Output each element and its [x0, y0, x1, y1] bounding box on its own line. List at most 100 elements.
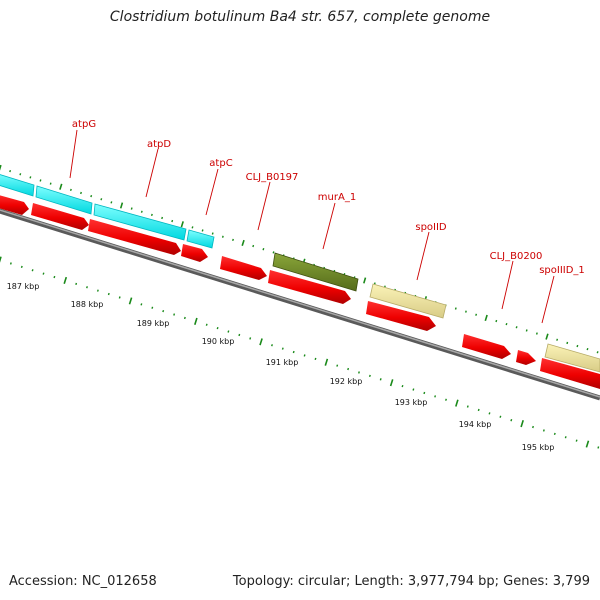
gene-label-atpC[interactable]: atpC — [209, 158, 232, 169]
cds-arrow[interactable] — [31, 203, 89, 230]
spoIID-feature[interactable] — [369, 283, 447, 319]
minor-tick — [505, 322, 508, 326]
minor-tick — [575, 439, 578, 442]
minor-tick — [454, 307, 457, 310]
minor-tick — [150, 213, 153, 217]
minor-tick — [358, 371, 360, 374]
gene-label-CLJ_B0200[interactable]: CLJ_B0200 — [490, 251, 543, 262]
minor-tick — [171, 219, 174, 223]
gene-label-murA_1[interactable]: murA_1 — [318, 192, 356, 203]
major-tick — [484, 314, 488, 322]
minor-tick — [596, 351, 599, 354]
minor-tick — [249, 337, 252, 340]
minor-tick — [466, 405, 469, 408]
minor-tick — [597, 446, 600, 449]
minor-tick — [272, 251, 275, 254]
minor-tick — [221, 235, 224, 238]
major-tick — [180, 221, 184, 228]
cds-arrow[interactable] — [268, 270, 351, 304]
minor-tick — [314, 357, 317, 361]
minor-tick — [173, 313, 176, 316]
minor-tick — [336, 364, 339, 367]
gene-label-spoIIID_1[interactable]: spoIIID_1 — [539, 265, 585, 276]
major-tick — [63, 276, 68, 285]
cds-arrow[interactable] — [540, 358, 600, 389]
major-tick — [545, 333, 549, 340]
minor-tick — [53, 275, 56, 279]
cds-arrow[interactable] — [181, 244, 208, 262]
minor-tick — [227, 330, 230, 333]
atpD-feature-a[interactable] — [35, 185, 93, 215]
minor-tick — [191, 226, 194, 229]
minor-tick — [535, 332, 538, 335]
minor-tick — [96, 289, 99, 292]
cds-arrow[interactable] — [0, 194, 29, 215]
major-tick — [585, 440, 590, 448]
minor-tick — [9, 262, 12, 265]
feature-track — [0, 173, 600, 373]
minor-tick — [211, 232, 214, 235]
gene-label-spoIID[interactable]: spoIID — [415, 222, 447, 233]
minor-tick — [553, 432, 556, 436]
major-tick — [520, 420, 524, 428]
minor-tick — [576, 344, 579, 348]
major-tick — [455, 399, 459, 407]
major-tick — [0, 256, 2, 263]
major-tick — [241, 239, 245, 247]
minor-tick — [434, 395, 437, 398]
minor-tick — [29, 176, 32, 179]
minor-tick — [42, 272, 45, 275]
accession-text: Accession: NC_012658 — [9, 574, 157, 589]
backbone-arc — [0, 208, 600, 401]
minor-tick — [292, 350, 295, 354]
minor-tick — [379, 378, 382, 381]
minor-tick — [20, 265, 23, 269]
gene-label-atpG[interactable]: atpG — [72, 119, 96, 130]
kbp-label: 194 kbp — [459, 420, 492, 429]
kbp-label: 192 kbp — [330, 377, 363, 386]
cds-arrow[interactable] — [88, 219, 181, 255]
minor-tick — [140, 303, 143, 306]
minor-tick — [564, 436, 567, 439]
kbp-labels: 187 kbp 188 kbp 189 kbp 190 kbp 191 kbp … — [7, 282, 555, 452]
minor-tick — [532, 425, 534, 429]
minor-tick — [281, 347, 284, 350]
cds-track — [0, 194, 600, 389]
minor-tick — [252, 244, 255, 248]
cds-arrow[interactable] — [220, 256, 267, 280]
minor-tick — [401, 384, 404, 388]
minor-tick — [566, 341, 569, 345]
spoIIID-feature[interactable] — [544, 343, 600, 373]
minor-tick — [140, 210, 143, 213]
inner-tick-ruler — [0, 256, 600, 449]
kbp-label: 193 kbp — [395, 398, 428, 407]
minor-tick — [205, 323, 208, 326]
minor-tick — [130, 207, 133, 210]
gene-label-CLJ_B0197[interactable]: CLJ_B0197 — [246, 172, 299, 183]
major-tick — [0, 164, 2, 171]
kbp-label: 191 kbp — [266, 358, 299, 367]
minor-tick — [100, 198, 103, 201]
minor-tick — [586, 347, 589, 351]
minor-tick — [107, 292, 110, 296]
murA-feature[interactable] — [272, 252, 359, 292]
minor-tick — [9, 169, 12, 173]
minor-tick — [515, 326, 518, 329]
minor-tick — [510, 418, 513, 422]
atpG-feature[interactable] — [0, 173, 35, 197]
cds-arrow[interactable] — [462, 334, 511, 359]
minor-tick — [368, 374, 371, 378]
atpC-feature[interactable] — [186, 229, 215, 249]
minor-tick — [39, 179, 42, 182]
cds-arrow[interactable] — [516, 350, 536, 365]
minor-tick — [19, 173, 22, 176]
minor-tick — [151, 306, 154, 309]
cds-arrow[interactable] — [366, 301, 436, 331]
major-tick — [324, 358, 329, 366]
gene-label-atpD[interactable]: atpD — [147, 139, 171, 150]
atpD-feature-b[interactable] — [93, 203, 187, 241]
major-tick — [119, 202, 124, 209]
major-tick — [363, 277, 367, 284]
minor-tick — [238, 333, 241, 337]
